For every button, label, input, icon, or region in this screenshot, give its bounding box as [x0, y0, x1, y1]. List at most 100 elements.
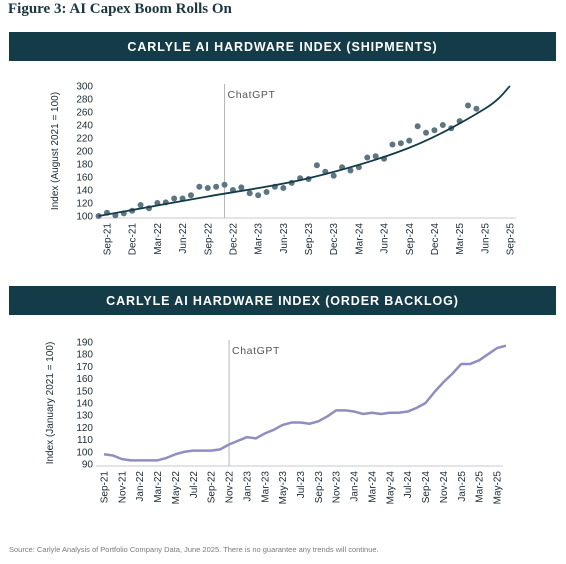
data-point — [414, 123, 421, 130]
x-tick-label: Mar-23 — [254, 223, 265, 255]
y-axis-label: Index (August 2021 = 100) — [50, 92, 61, 210]
x-tick-label: Jul-23 — [296, 471, 307, 499]
y-tick-label: 200 — [76, 147, 93, 158]
x-tick-label: May-23 — [278, 471, 289, 505]
y-tick-label: 100 — [76, 212, 93, 223]
x-tick-label: Sep-22 — [207, 471, 218, 504]
x-tick-label: Sep-22 — [203, 223, 214, 256]
x-tick-label: Jun-22 — [178, 223, 189, 254]
chatgpt-label: ChatGPT — [228, 89, 276, 101]
x-tick-label: Jan-24 — [350, 471, 361, 502]
x-tick-label: Sep-21 — [100, 471, 111, 504]
y-tick-label: 180 — [76, 350, 93, 361]
source-note: Source: Carlyle Analysis of Portfolio Co… — [9, 545, 379, 554]
x-tick-label: Nov-24 — [439, 471, 450, 504]
backlog-chart-title: CARLYLE AI HARDWARE INDEX (ORDER BACKLOG… — [9, 286, 556, 315]
x-tick-label: Nov-23 — [332, 471, 343, 504]
x-tick-label: Dec-23 — [329, 223, 340, 256]
x-tick-label: Mar-24 — [367, 471, 378, 503]
data-point — [221, 181, 228, 188]
y-tick-label: 120 — [76, 199, 93, 210]
x-tick-label: Sep-25 — [506, 223, 517, 256]
data-point — [372, 153, 379, 160]
figure-title: Figure 3: AI Capex Boom Rolls On — [8, 1, 232, 17]
x-tick-label: Mar-24 — [354, 223, 365, 255]
x-tick-label: Mar-22 — [153, 223, 164, 255]
x-tick-label: Sep-21 — [103, 223, 114, 256]
y-tick-label: 240 — [76, 121, 93, 132]
y-tick-label: 160 — [76, 173, 93, 184]
x-tick-label: Jan-23 — [242, 471, 253, 502]
y-tick-label: 160 — [76, 374, 93, 385]
x-tick-label: May-24 — [385, 471, 396, 505]
x-tick-label: Jun-23 — [279, 223, 290, 254]
x-tick-label: May-22 — [171, 471, 182, 505]
y-tick-label: 260 — [76, 108, 93, 119]
y-tick-label: 300 — [76, 82, 93, 93]
y-tick-label: 170 — [76, 362, 93, 373]
data-point — [473, 105, 480, 112]
data-point — [364, 154, 371, 161]
x-tick-label: Jun-24 — [380, 223, 391, 254]
data-point — [204, 185, 211, 192]
data-point — [171, 195, 178, 202]
data-point — [238, 184, 245, 191]
data-point — [389, 141, 396, 148]
data-point — [137, 201, 144, 208]
y-tick-label: 220 — [76, 134, 93, 145]
data-point — [439, 122, 446, 128]
x-tick-label: Nov-22 — [225, 471, 236, 504]
x-tick-label: Nov-21 — [117, 471, 128, 504]
x-tick-label: Dec-22 — [228, 223, 239, 256]
backlog-line — [103, 344, 507, 462]
x-tick-label: Mar-22 — [153, 471, 164, 503]
data-point — [431, 127, 438, 134]
y-tick-label: 110 — [77, 435, 93, 446]
y-tick-label: 120 — [76, 423, 93, 434]
x-tick-label: Jul-24 — [403, 471, 414, 499]
data-point — [330, 172, 337, 179]
data-point — [423, 129, 430, 136]
shipments-chart-title: CARLYLE AI HARDWARE INDEX (SHIPMENTS) — [9, 32, 556, 61]
trend-line — [98, 85, 511, 217]
data-point — [255, 192, 262, 199]
data-point — [187, 192, 194, 199]
x-tick-label: Dec-24 — [430, 223, 441, 256]
x-tick-label: Jul-22 — [189, 471, 200, 499]
y-tick-label: 140 — [76, 186, 93, 197]
y-tick-label: 100 — [76, 447, 93, 458]
data-point — [280, 185, 287, 192]
data-point — [313, 162, 320, 169]
data-point — [246, 190, 253, 197]
data-point — [347, 167, 354, 174]
y-tick-label: 140 — [76, 399, 93, 410]
x-tick-label: Jan-22 — [135, 471, 146, 502]
data-point — [263, 188, 270, 195]
shipments-chart: 100 120 140 160 180 200 220 240 260 280 300 Index (… — [50, 82, 517, 256]
x-tick-label: Dec-21 — [128, 223, 139, 256]
data-point — [196, 183, 203, 190]
x-tick-label: Sep-24 — [405, 223, 416, 256]
y-tick-label: 90 — [82, 460, 94, 471]
x-tick-label: Sep-24 — [421, 471, 432, 504]
x-tick-label: Mar-25 — [475, 471, 486, 503]
data-point — [406, 137, 413, 144]
data-point — [465, 102, 472, 109]
y-tick-label: 130 — [76, 411, 93, 422]
x-tick-label: Mar-23 — [260, 471, 271, 503]
x-tick-label: May-25 — [493, 471, 504, 505]
chatgpt-label: ChatGPT — [232, 345, 280, 357]
x-tick-label: Jan-25 — [457, 471, 468, 502]
x-tick-label: Jun-25 — [480, 223, 491, 254]
y-tick-label: 180 — [76, 160, 93, 171]
x-tick-label: Mar-25 — [455, 223, 466, 255]
y-tick-label: 150 — [76, 386, 93, 397]
y-tick-label: 190 — [76, 338, 93, 349]
x-tick-label: Sep-23 — [304, 223, 315, 256]
y-axis-label: Index (January 2021 = 100) — [45, 342, 56, 465]
data-point — [397, 140, 404, 147]
y-tick-label: 280 — [76, 95, 93, 106]
data-point — [213, 183, 220, 190]
x-tick-label: Sep-23 — [314, 471, 325, 504]
